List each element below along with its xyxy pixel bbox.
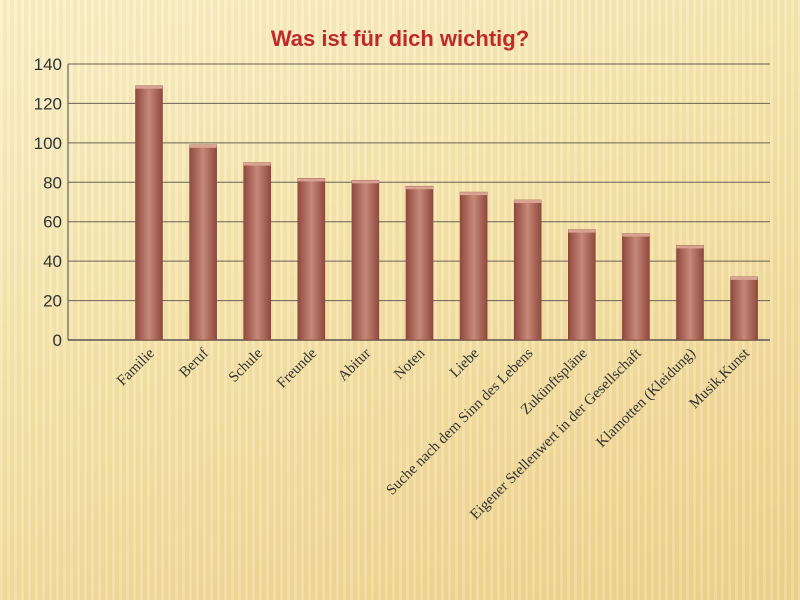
bar-top	[243, 162, 271, 166]
bar	[351, 180, 380, 341]
y-tick-label: 0	[53, 331, 62, 350]
x-tick-label: Beruf	[176, 346, 211, 381]
bar-top	[460, 192, 488, 196]
y-tick-label: 40	[43, 252, 62, 271]
bar-top	[514, 200, 542, 204]
bar	[297, 178, 326, 341]
y-tick-label: 120	[34, 94, 62, 113]
bar-top	[406, 186, 433, 190]
x-tick-label: Liebe	[447, 345, 483, 381]
x-tick-label: Familie	[114, 345, 158, 389]
x-tick-label: Schule	[226, 345, 266, 385]
bar	[135, 85, 163, 341]
bar	[513, 199, 542, 341]
bar	[405, 185, 434, 341]
bar	[243, 162, 271, 341]
bar	[189, 144, 217, 341]
y-tick-label: 60	[43, 213, 62, 232]
bar-top	[622, 233, 650, 237]
bar-top	[189, 144, 217, 148]
y-tick-label: 140	[34, 55, 62, 74]
bar	[459, 191, 488, 341]
y-tick-label: 100	[34, 134, 62, 153]
x-tick-label: Noten	[391, 345, 429, 383]
bar	[622, 233, 650, 341]
bar-top	[730, 276, 758, 280]
x-tick-label: Freunde	[274, 345, 320, 391]
y-tick-label: 80	[43, 173, 62, 192]
bar-top	[135, 85, 163, 89]
bar	[567, 229, 596, 341]
x-tick-label: Klamotten (Kleidung)	[594, 346, 699, 451]
chart-title: Was ist für dich wichtig?	[270, 26, 530, 51]
bar-top	[351, 180, 379, 184]
y-tick-label: 20	[43, 292, 62, 311]
bar-top	[568, 229, 596, 233]
x-tick-label: Abitur	[335, 346, 374, 385]
bar	[676, 245, 704, 341]
bar-top	[676, 245, 704, 249]
bar	[730, 276, 758, 341]
bar-top	[297, 178, 325, 182]
